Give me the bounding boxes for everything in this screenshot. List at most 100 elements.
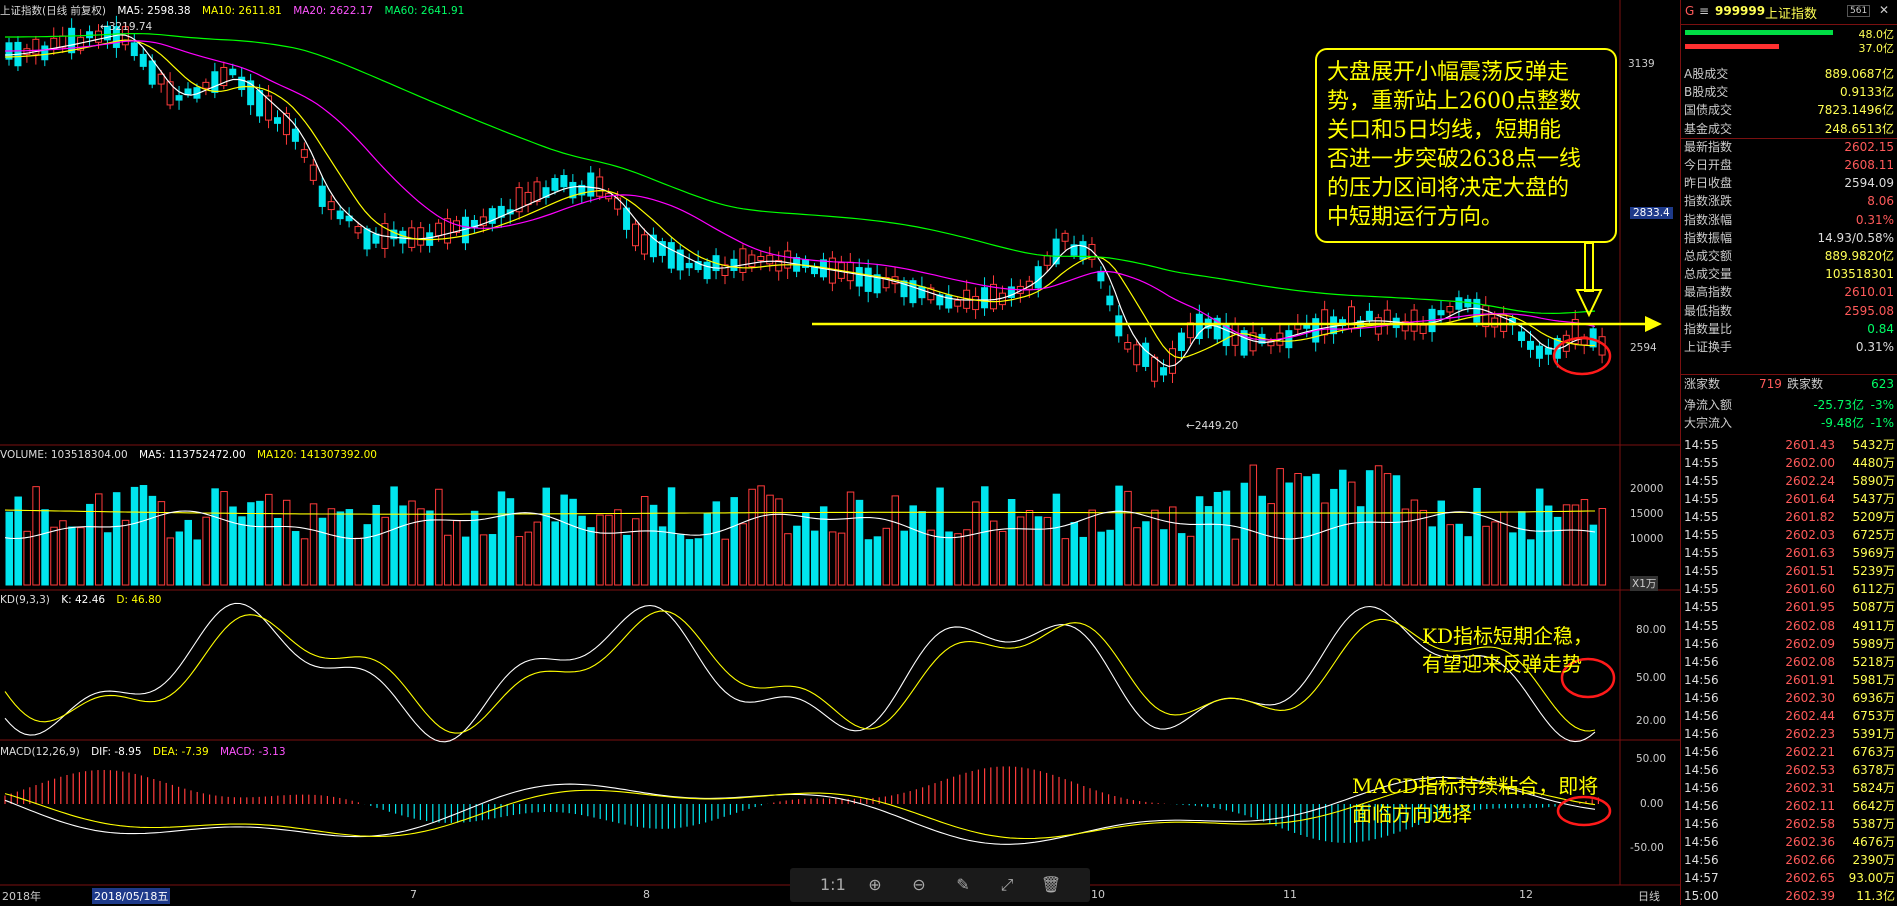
candle-body bbox=[390, 229, 398, 240]
expand-icon[interactable]: ⤢ bbox=[1000, 875, 1014, 894]
k-line bbox=[4, 602, 1596, 743]
volume-bar bbox=[766, 494, 774, 586]
candle-body bbox=[614, 197, 622, 210]
stat-label: 总成交额 bbox=[1684, 249, 1733, 263]
volume-bar bbox=[59, 520, 67, 586]
volume-bar bbox=[900, 530, 908, 586]
ma60-label: MA60: 2641.91 bbox=[384, 5, 465, 17]
volume-bar bbox=[981, 486, 989, 586]
tick-row: 14:55 2601.82 5209万 bbox=[1684, 510, 1895, 525]
volume-bar bbox=[497, 491, 506, 586]
zoom-out-icon[interactable]: ⊖ bbox=[912, 875, 926, 894]
candle-body bbox=[229, 68, 237, 76]
candle-body bbox=[632, 223, 639, 247]
sidebar-header: G ≡ 999999 上证指数 561 ✕ bbox=[1681, 0, 1897, 25]
kd-tick-20: 20.00 bbox=[1636, 715, 1667, 727]
period-label[interactable]: 日线 bbox=[1638, 890, 1660, 903]
candle-body bbox=[1195, 313, 1203, 340]
volume-bar bbox=[318, 517, 327, 586]
volume-bar bbox=[426, 510, 434, 586]
volume-bar bbox=[1079, 536, 1087, 586]
kline-chart[interactable] bbox=[0, 0, 1680, 905]
candle-body bbox=[1070, 244, 1078, 256]
volume-bar bbox=[1553, 516, 1562, 586]
volume-bar bbox=[578, 515, 586, 586]
one-to-one-icon[interactable]: 1:1 bbox=[820, 875, 846, 894]
tick-row: 14:56 2602.58 5387万 bbox=[1684, 817, 1895, 832]
volume-header: VOLUME: 103518304.00 MA5: 113752472.00 M… bbox=[0, 449, 385, 461]
candle-body bbox=[1034, 266, 1042, 289]
draw-tool-icon[interactable]: ✎ bbox=[956, 875, 970, 894]
close-icon[interactable]: ✕ bbox=[1879, 3, 1890, 17]
candle-body bbox=[990, 283, 997, 310]
candle-body bbox=[300, 149, 308, 158]
candle-body bbox=[1169, 348, 1176, 374]
zoom-in-icon[interactable]: ⊕ bbox=[868, 875, 882, 894]
volume-bar bbox=[551, 521, 559, 586]
stat-value: 0.9133亿 bbox=[1840, 85, 1894, 100]
candle-body bbox=[1285, 330, 1293, 349]
trash-icon[interactable]: 🗑 bbox=[1040, 875, 1062, 894]
volume-bar bbox=[1106, 529, 1114, 586]
stat-label: 基金成交 bbox=[1684, 121, 1733, 136]
candle-body bbox=[703, 261, 711, 280]
badge[interactable]: 561 bbox=[1847, 5, 1871, 17]
candle-body bbox=[318, 185, 326, 207]
volume-bar bbox=[1562, 504, 1571, 586]
volume-bar bbox=[1580, 499, 1589, 586]
candle-body bbox=[721, 264, 729, 277]
volume-bar bbox=[372, 504, 380, 586]
volume-bar bbox=[130, 486, 139, 586]
dif-line bbox=[4, 776, 1596, 845]
low-marker: ←2449.20 bbox=[1186, 420, 1239, 432]
volume-bar bbox=[175, 531, 184, 586]
volume-bar bbox=[882, 527, 891, 586]
volume-bar bbox=[14, 496, 22, 586]
stat-row: B股成交 0.9133亿 bbox=[1681, 83, 1897, 101]
candle-body bbox=[166, 81, 174, 106]
volume-bar bbox=[1455, 523, 1463, 586]
price-tick-high: 3139 bbox=[1628, 58, 1655, 70]
stat-row: 指数量比 0.84 bbox=[1681, 320, 1897, 338]
volume-bar bbox=[1007, 498, 1016, 586]
candle-body bbox=[1527, 340, 1534, 350]
candle-body bbox=[479, 216, 487, 227]
stat-label: B股成交 bbox=[1684, 85, 1729, 100]
candle-body bbox=[1330, 316, 1338, 335]
ma20-label: MA20: 2622.17 bbox=[293, 5, 374, 17]
volume-bar bbox=[909, 505, 917, 586]
volume-bar bbox=[542, 487, 550, 586]
volume-bar bbox=[1267, 503, 1275, 586]
candle-body bbox=[184, 88, 192, 95]
volume-bar bbox=[470, 510, 479, 586]
candle-body bbox=[417, 227, 425, 246]
macd-tick-0: 0.00 bbox=[1640, 798, 1664, 810]
volume-bar bbox=[784, 533, 792, 586]
macd-annotation: MACD指标持续粘合，即将 面临方向选择 bbox=[1352, 774, 1599, 826]
x-label-month-12: 12 bbox=[1519, 888, 1533, 901]
candle-body bbox=[202, 81, 210, 89]
support-arrowhead bbox=[1645, 316, 1662, 332]
candle-body bbox=[1177, 332, 1185, 351]
stat-value: 0.31% bbox=[1855, 340, 1894, 354]
volume-bar bbox=[336, 511, 345, 586]
volume-bar bbox=[1169, 506, 1177, 586]
flow-row: 净流入额 -25.73亿 -3% bbox=[1684, 398, 1894, 412]
volume-bar bbox=[524, 531, 533, 586]
tick-row: 14:55 2601.60 6112万 bbox=[1684, 582, 1895, 597]
volume-bar bbox=[587, 527, 595, 586]
stat-value: 2610.01 bbox=[1844, 285, 1894, 300]
volume-bar bbox=[1160, 529, 1168, 586]
menu-icon[interactable]: ≡ bbox=[1699, 4, 1710, 18]
stat-label: 最低指数 bbox=[1684, 303, 1733, 318]
volume-bar bbox=[1213, 491, 1222, 586]
volume-bar bbox=[86, 503, 94, 586]
volume-bar bbox=[354, 537, 363, 586]
x-label-year: 2018年 bbox=[2, 890, 41, 903]
stat-label: 国债成交 bbox=[1684, 103, 1733, 118]
tick-row: 14:56 2602.23 5391万 bbox=[1684, 726, 1895, 741]
stat-label: 最新指数 bbox=[1684, 139, 1733, 154]
kd-annotation: KD指标短期企稳， 有望迎来反弹走势 bbox=[1422, 624, 1593, 676]
flow-row: 大宗流入 -9.48亿 -1% bbox=[1684, 416, 1894, 430]
stat-row: 最新指数 2602.15 bbox=[1681, 138, 1897, 156]
